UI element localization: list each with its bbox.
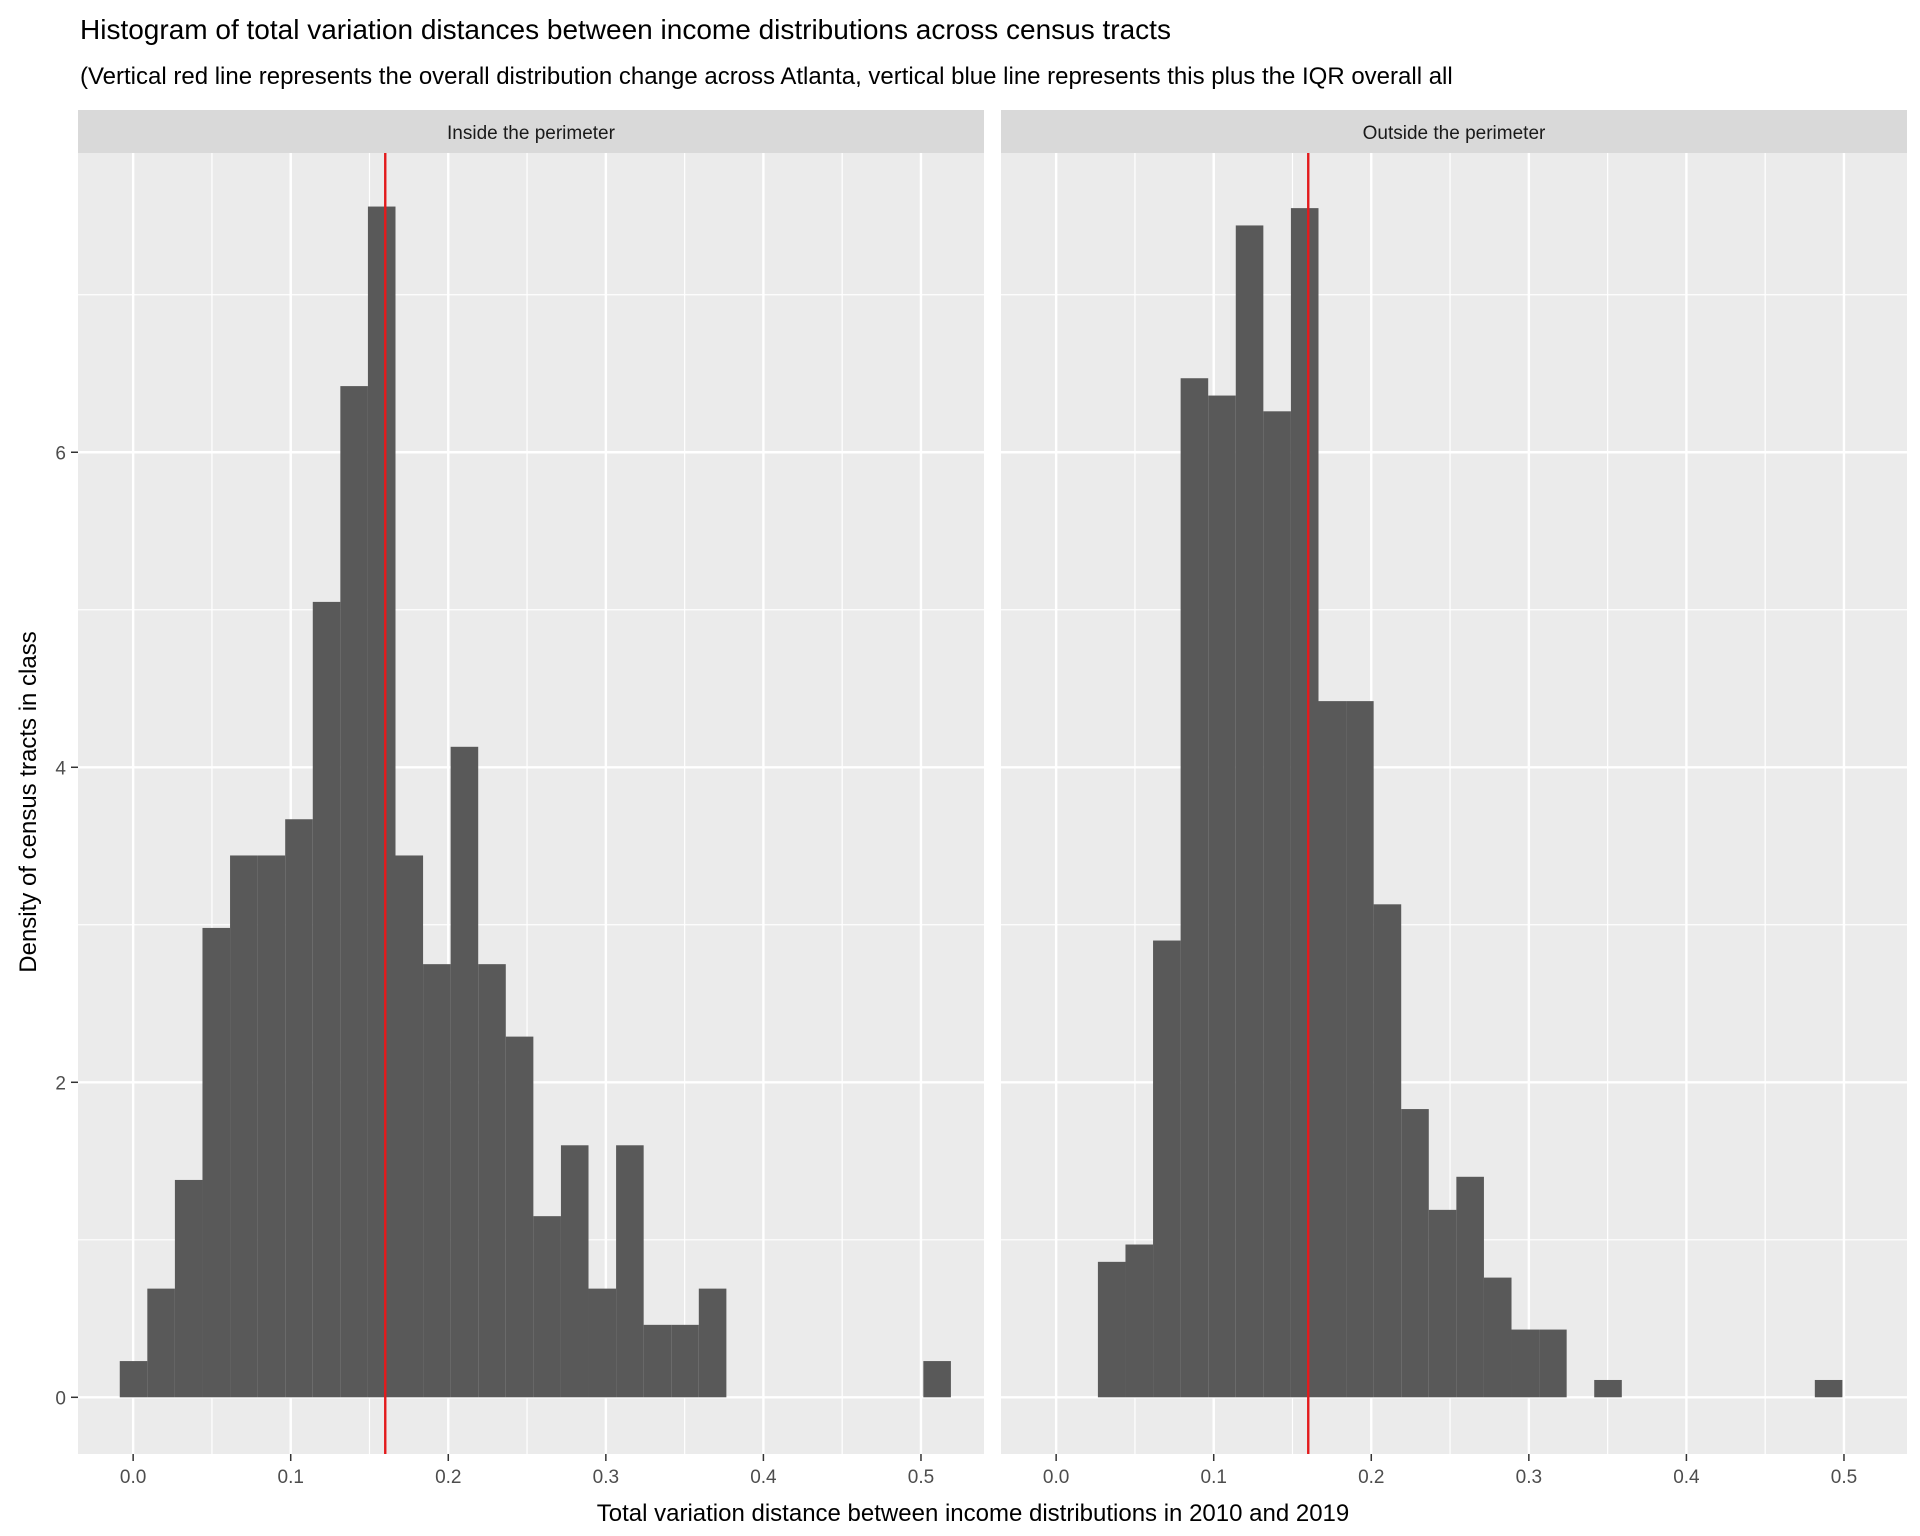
histogram-bar [202,927,231,1398]
x-tick-label: 0.4 [1673,1467,1700,1488]
histogram-bar [588,1288,617,1398]
histogram-bar [533,1216,561,1398]
x-tick-label: 0.5 [1831,1467,1857,1488]
histogram-bar [643,1324,672,1398]
histogram-bar [174,1179,203,1398]
chart-subtitle: (Vertical red line represents the overal… [80,63,1453,90]
histogram-bar [1125,1244,1154,1398]
x-tick-label: 0.5 [908,1467,934,1488]
histogram-bar [1290,208,1319,1398]
histogram-bar [1511,1329,1540,1398]
histogram-bar [423,964,451,1398]
facet-strip-label: Inside the perimeter [447,123,616,144]
y-tick-label: 0 [55,1388,66,1409]
histogram-bar [698,1288,727,1398]
y-axis-label: Density of census tracts in class [15,631,42,972]
histogram-bar [119,1361,148,1398]
x-tick-label: 0.0 [1043,1467,1069,1488]
panel-1: Inside the perimeter 0.0 0.1 0.2 0.3 0.4 0.5 0 2… [55,110,984,1488]
histogram-bar [312,601,341,1398]
x-axis-label: Total variation distance between income … [597,1500,1349,1527]
y-tick-label: 4 [55,758,66,779]
histogram-bar [1428,1209,1457,1398]
x-tick-label: 0.0 [120,1467,146,1488]
histogram-bar [1483,1277,1512,1398]
histogram-bar [560,1145,589,1398]
histogram-bar [616,1145,644,1398]
histogram-bar [478,964,506,1398]
x-tick-label: 0.3 [593,1467,619,1488]
facet-strip-label: Outside the perimeter [1363,123,1546,144]
y-tick-label: 6 [55,443,66,464]
histogram-bar [340,386,368,1398]
chart-title: Histogram of total variation distances b… [80,14,1171,45]
histogram-bar [505,1036,534,1398]
x-tick-label: 0.1 [1201,1467,1227,1488]
panel-2: Outside the perimeter 0.0 0.1 0.2 0.3 0.4 0.5 [1001,110,1907,1488]
histogram-bar [1153,940,1181,1398]
histogram-bar [395,855,424,1398]
histogram-bar [1097,1261,1126,1398]
histogram-bar [1814,1379,1843,1398]
histogram-bar [147,1288,175,1398]
y-tick-label: 2 [55,1073,66,1094]
histogram-bar [1456,1176,1484,1398]
histogram-bar [1180,378,1209,1398]
facet-strip [78,110,984,153]
histogram-bar [1594,1379,1622,1398]
histogram-bar [1263,411,1291,1398]
histogram-bar [230,855,258,1398]
histogram-bar [1539,1329,1567,1398]
x-tick-label: 0.2 [1358,1467,1384,1488]
histogram-bar [1235,225,1264,1398]
x-tick-label: 0.1 [278,1467,304,1488]
x-tick-label: 0.3 [1516,1467,1542,1488]
histogram-bar [450,746,479,1398]
histogram-bar [923,1361,951,1398]
histogram-bar [671,1324,699,1398]
histogram-bar [1346,701,1374,1398]
histogram-bar [1401,1109,1429,1398]
histogram-bar [367,206,396,1398]
histogram-bar [1208,395,1236,1398]
histogram-bar [1373,904,1402,1398]
x-tick-label: 0.4 [750,1467,777,1488]
x-tick-label: 0.2 [435,1467,461,1488]
histogram-bar [1318,701,1347,1398]
facet-panels: Inside the perimeter 0.0 0.1 0.2 0.3 0.4 0.5 0 2… [55,110,1907,1488]
histogram-bar [285,819,313,1398]
histogram-bar [257,855,286,1398]
facet-strip [1001,110,1907,153]
